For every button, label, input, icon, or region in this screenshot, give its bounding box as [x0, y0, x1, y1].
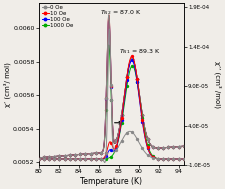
10 Oe — [155, 147, 157, 149]
Line: 0 Oe: 0 Oe — [38, 14, 195, 159]
0 Oe — [141, 116, 144, 118]
10 Oe — [65, 154, 68, 157]
Text: $T_{N2}$ = 87.0 K: $T_{N2}$ = 87.0 K — [100, 8, 141, 17]
100 Oe — [77, 153, 80, 156]
1000 Oe — [108, 44, 110, 46]
1000 Oe — [108, 45, 110, 48]
Line: 1000 Oe: 1000 Oe — [38, 44, 195, 159]
1000 Oe — [65, 154, 68, 157]
X-axis label: Temperature (K): Temperature (K) — [80, 177, 142, 186]
10 Oe — [193, 144, 195, 146]
100 Oe — [37, 157, 40, 159]
100 Oe — [108, 17, 110, 19]
1000 Oe — [193, 144, 195, 146]
0 Oe — [108, 14, 110, 16]
10 Oe — [141, 116, 144, 118]
0 Oe — [108, 16, 110, 18]
100 Oe — [141, 116, 144, 118]
10 Oe — [129, 59, 132, 61]
0 Oe — [65, 154, 68, 157]
10 Oe — [77, 153, 80, 156]
1000 Oe — [77, 153, 80, 156]
100 Oe — [65, 154, 68, 157]
Y-axis label: χ’ (cm³/ mol): χ’ (cm³/ mol) — [3, 62, 11, 107]
10 Oe — [108, 16, 110, 18]
100 Oe — [155, 147, 157, 149]
1000 Oe — [129, 59, 132, 61]
100 Oe — [129, 59, 132, 61]
100 Oe — [193, 144, 195, 146]
100 Oe — [108, 19, 110, 21]
1000 Oe — [37, 157, 40, 159]
10 Oe — [108, 14, 110, 16]
Line: 100 Oe: 100 Oe — [38, 17, 195, 159]
1000 Oe — [141, 116, 144, 118]
Text: $T_{N1}$ = 89.3 K: $T_{N1}$ = 89.3 K — [119, 47, 160, 56]
0 Oe — [77, 153, 80, 156]
0 Oe — [37, 157, 40, 159]
10 Oe — [37, 157, 40, 159]
Line: 10 Oe: 10 Oe — [38, 14, 195, 159]
1000 Oe — [155, 147, 157, 149]
Legend: 0 Oe, 10 Oe, 100 Oe, 1000 Oe: 0 Oe, 10 Oe, 100 Oe, 1000 Oe — [41, 5, 74, 28]
0 Oe — [129, 59, 132, 61]
0 Oe — [193, 144, 195, 146]
0 Oe — [155, 147, 157, 149]
Y-axis label: χ’’ (cm³ /mol): χ’’ (cm³ /mol) — [214, 61, 222, 108]
